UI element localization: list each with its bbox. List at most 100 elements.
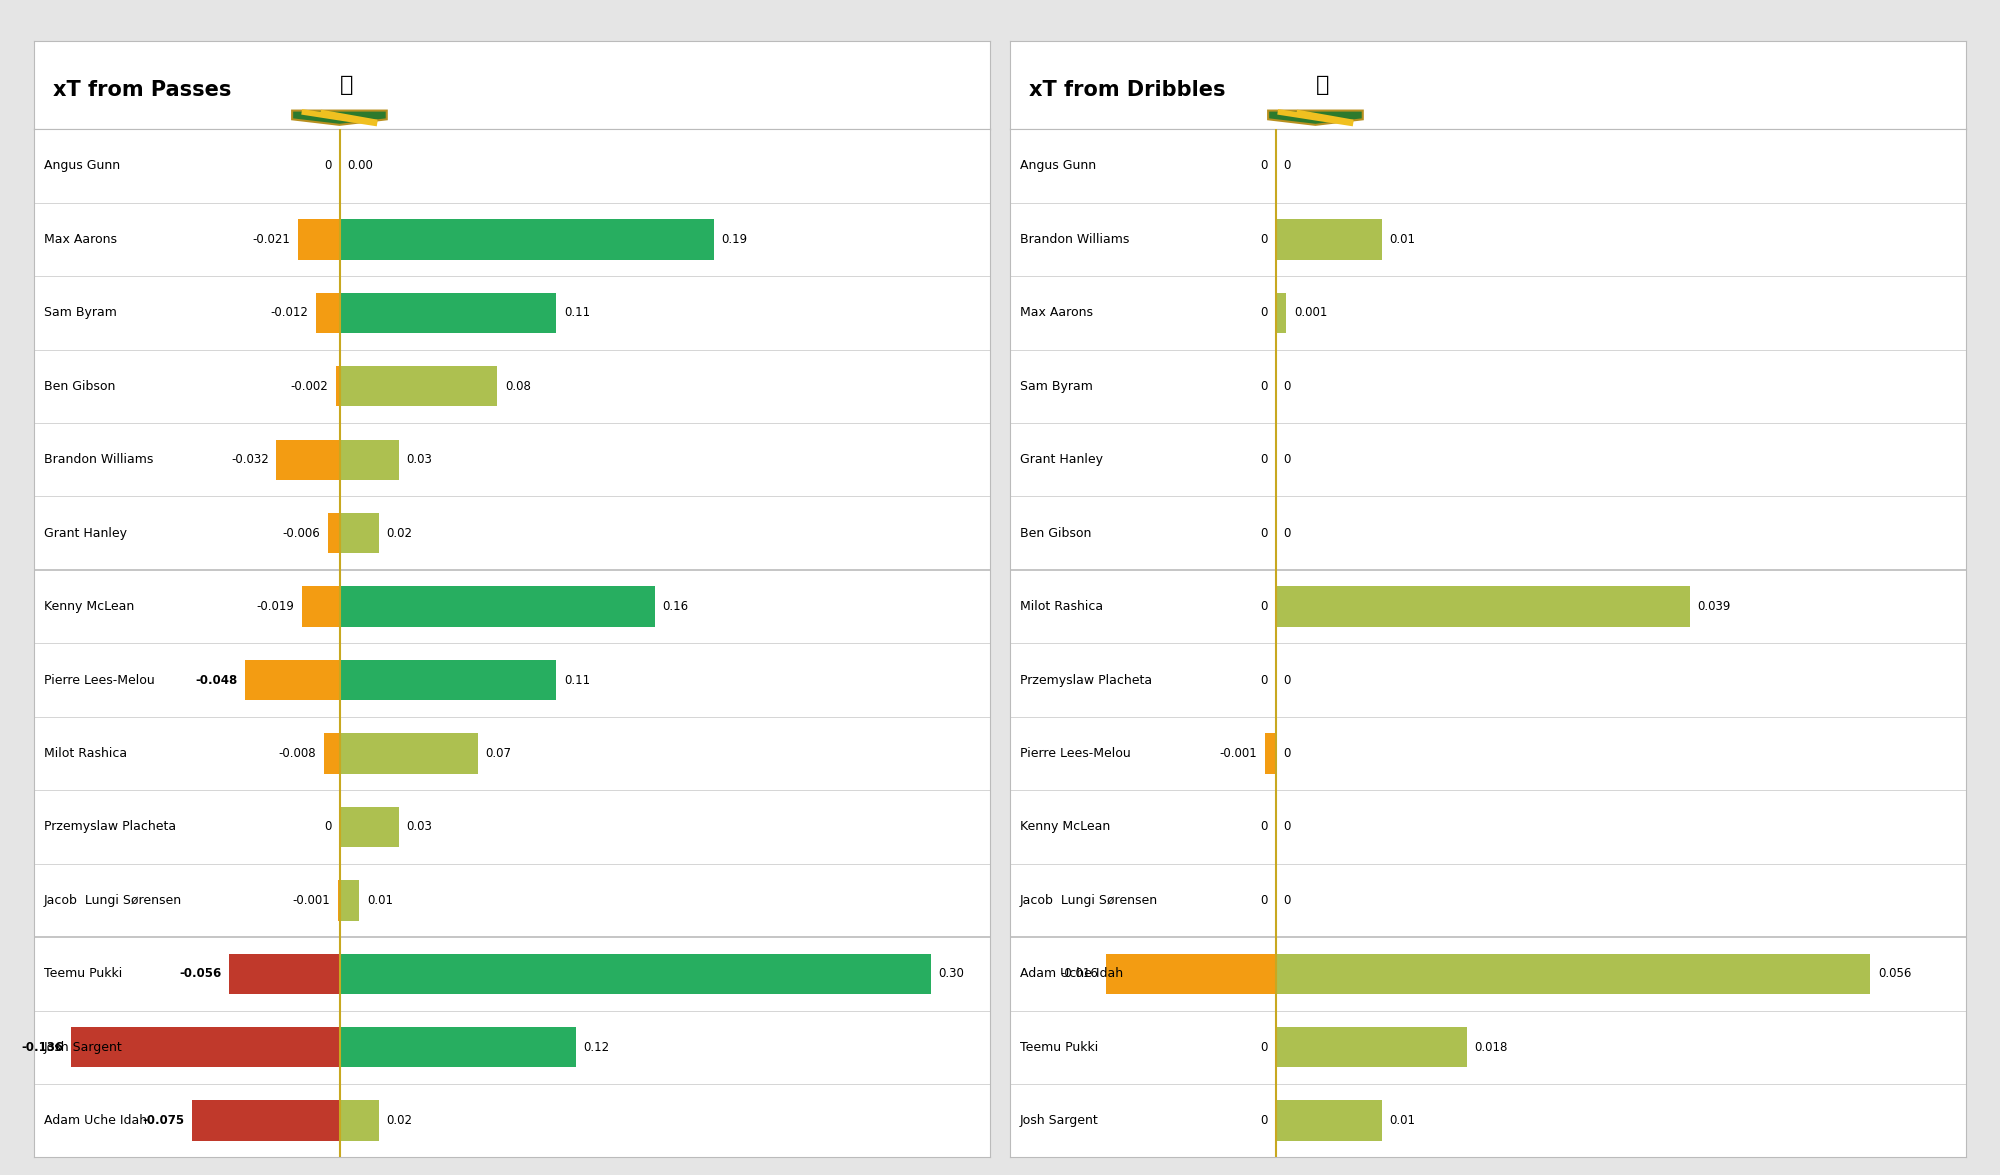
Bar — [324, 733, 340, 773]
Text: 0.01: 0.01 — [1390, 1114, 1416, 1127]
Bar — [1276, 586, 1690, 626]
Text: Teemu Pukki: Teemu Pukki — [1020, 1041, 1098, 1054]
Bar — [340, 660, 556, 700]
Text: -0.021: -0.021 — [252, 233, 290, 246]
Bar — [328, 513, 340, 553]
Text: 0.01: 0.01 — [366, 894, 392, 907]
Text: xT from Passes: xT from Passes — [54, 80, 232, 100]
Text: 0.16: 0.16 — [662, 600, 688, 613]
Text: 0: 0 — [1284, 747, 1290, 760]
Text: 0: 0 — [1284, 380, 1290, 392]
Text: 0.08: 0.08 — [504, 380, 530, 392]
Bar — [1276, 293, 1286, 333]
Text: 0.03: 0.03 — [406, 454, 432, 466]
Bar — [340, 367, 498, 407]
Bar — [340, 880, 360, 920]
Text: 0: 0 — [1284, 894, 1290, 907]
Text: 0.056: 0.056 — [1878, 967, 1912, 980]
Text: -0.075: -0.075 — [142, 1114, 184, 1127]
Polygon shape — [1268, 110, 1362, 125]
Bar — [340, 293, 556, 333]
Text: Sam Byram: Sam Byram — [1020, 380, 1092, 392]
Text: 0: 0 — [1260, 894, 1268, 907]
Text: Przemyslaw Placheta: Przemyslaw Placheta — [44, 820, 176, 833]
Text: 0.00: 0.00 — [348, 160, 374, 173]
Text: 0.11: 0.11 — [564, 307, 590, 320]
Text: Ben Gibson: Ben Gibson — [44, 380, 114, 392]
Text: 0: 0 — [324, 160, 332, 173]
Text: Grant Hanley: Grant Hanley — [44, 526, 126, 539]
Bar — [1106, 954, 1276, 994]
Bar — [340, 1027, 576, 1067]
Text: Pierre Lees-Melou: Pierre Lees-Melou — [44, 673, 154, 686]
Text: Grant Hanley: Grant Hanley — [1020, 454, 1102, 466]
Text: 0: 0 — [1284, 526, 1290, 539]
Bar — [1276, 1027, 1466, 1067]
Text: Pierre Lees-Melou: Pierre Lees-Melou — [1020, 747, 1130, 760]
Bar — [340, 733, 478, 773]
Text: -0.002: -0.002 — [290, 380, 328, 392]
Text: Przemyslaw Placheta: Przemyslaw Placheta — [1020, 673, 1152, 686]
Bar — [230, 954, 340, 994]
Text: 0: 0 — [324, 820, 332, 833]
Text: 0.01: 0.01 — [1390, 233, 1416, 246]
Bar — [316, 293, 340, 333]
Text: -0.006: -0.006 — [282, 526, 320, 539]
Text: Brandon Williams: Brandon Williams — [44, 454, 152, 466]
Text: 🛡: 🛡 — [1316, 75, 1330, 95]
Text: -0.048: -0.048 — [196, 673, 238, 686]
Text: Kenny McLean: Kenny McLean — [1020, 820, 1110, 833]
Text: 0.039: 0.039 — [1698, 600, 1730, 613]
Bar — [340, 954, 930, 994]
Text: 🛡: 🛡 — [340, 75, 354, 95]
Bar — [1276, 954, 1870, 994]
Text: -0.056: -0.056 — [180, 967, 222, 980]
Text: 0: 0 — [1284, 454, 1290, 466]
Text: 0.02: 0.02 — [386, 526, 412, 539]
Text: -0.008: -0.008 — [278, 747, 316, 760]
Text: Adam Uche Idah: Adam Uche Idah — [1020, 967, 1122, 980]
Text: Josh Sargent: Josh Sargent — [44, 1041, 122, 1054]
Text: 0: 0 — [1284, 673, 1290, 686]
Text: 0.07: 0.07 — [486, 747, 512, 760]
Text: 0: 0 — [1260, 454, 1268, 466]
Bar — [1276, 220, 1382, 260]
Bar — [340, 807, 398, 847]
Text: 0: 0 — [1260, 526, 1268, 539]
Text: Ben Gibson: Ben Gibson — [1020, 526, 1090, 539]
Text: -0.136: -0.136 — [22, 1041, 64, 1054]
Bar — [1276, 1101, 1382, 1141]
Text: 0: 0 — [1260, 160, 1268, 173]
Text: Milot Rashica: Milot Rashica — [1020, 600, 1102, 613]
Text: Jacob  Lungi Sørensen: Jacob Lungi Sørensen — [1020, 894, 1158, 907]
Text: Brandon Williams: Brandon Williams — [1020, 233, 1128, 246]
Text: 0.11: 0.11 — [564, 673, 590, 686]
Text: 0: 0 — [1260, 307, 1268, 320]
Text: 0: 0 — [1260, 1114, 1268, 1127]
Text: Max Aarons: Max Aarons — [1020, 307, 1092, 320]
Text: -0.019: -0.019 — [256, 600, 294, 613]
Text: -0.012: -0.012 — [270, 307, 308, 320]
Text: 0: 0 — [1260, 600, 1268, 613]
Bar — [340, 220, 714, 260]
Text: Jacob  Lungi Sørensen: Jacob Lungi Sørensen — [44, 894, 182, 907]
Text: -0.016: -0.016 — [1060, 967, 1098, 980]
Bar — [1264, 733, 1276, 773]
Text: 0.02: 0.02 — [386, 1114, 412, 1127]
Text: Angus Gunn: Angus Gunn — [44, 160, 120, 173]
Text: 0.12: 0.12 — [584, 1041, 610, 1054]
Bar — [244, 660, 340, 700]
Bar — [192, 1101, 340, 1141]
Text: xT from Dribbles: xT from Dribbles — [1030, 80, 1226, 100]
Text: Angus Gunn: Angus Gunn — [1020, 160, 1096, 173]
Text: Teemu Pukki: Teemu Pukki — [44, 967, 122, 980]
Text: Sam Byram: Sam Byram — [44, 307, 116, 320]
Text: 0: 0 — [1260, 1041, 1268, 1054]
Polygon shape — [292, 110, 386, 125]
Text: 0: 0 — [1260, 233, 1268, 246]
Text: 0.19: 0.19 — [722, 233, 748, 246]
Text: 0: 0 — [1284, 160, 1290, 173]
Text: 0: 0 — [1260, 380, 1268, 392]
Text: 0.001: 0.001 — [1294, 307, 1328, 320]
Text: 0: 0 — [1260, 820, 1268, 833]
